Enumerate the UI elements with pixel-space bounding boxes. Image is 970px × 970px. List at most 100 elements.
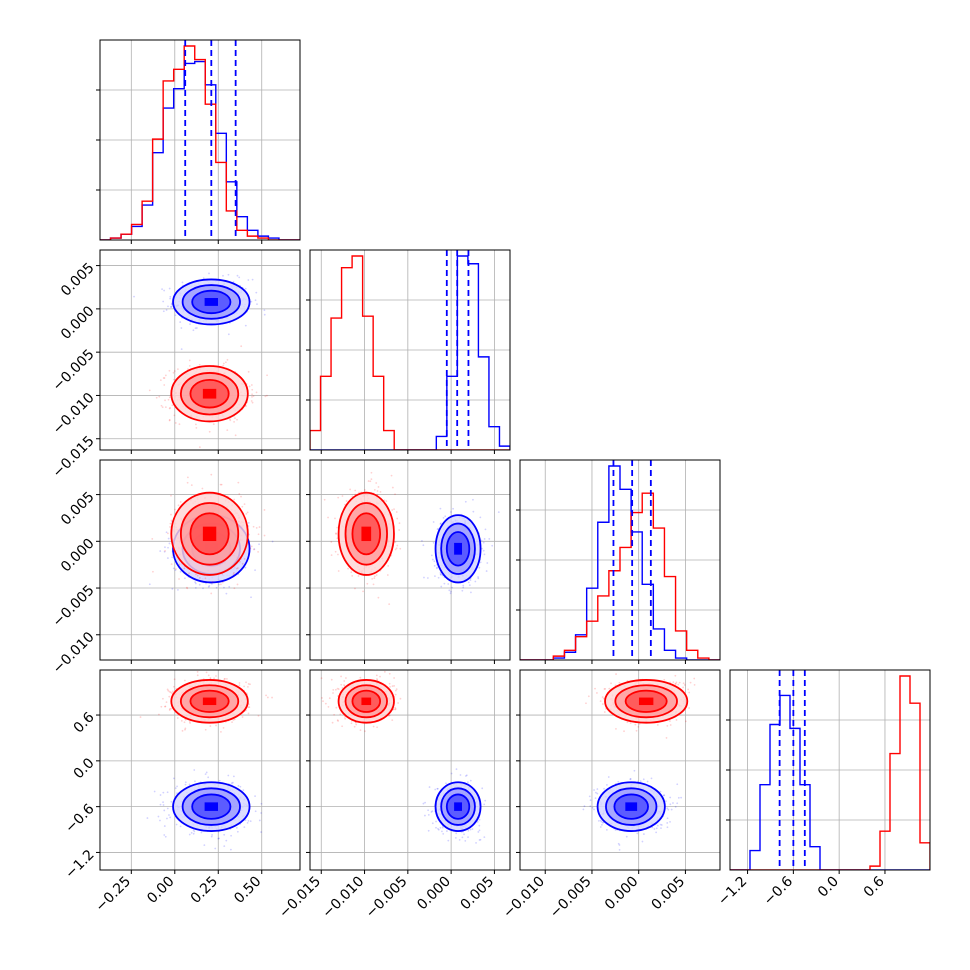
- scatter-point: [196, 574, 199, 577]
- scatter-point: [375, 482, 378, 484]
- scatter-point: [162, 801, 164, 804]
- panel-content: [133, 272, 268, 449]
- scatter-point: [210, 582, 213, 585]
- scatter-point: [250, 596, 252, 599]
- scatter-point: [257, 714, 260, 717]
- scatter-point: [211, 581, 214, 583]
- scatter-point: [334, 688, 337, 691]
- x-tick-label: −0.25: [92, 874, 134, 916]
- scatter-point: [351, 575, 354, 577]
- scatter-point: [464, 839, 467, 842]
- scatter-point: [222, 364, 225, 367]
- scatter-point: [247, 712, 250, 715]
- scatter-point: [397, 702, 399, 704]
- scatter-point: [170, 707, 172, 710]
- scatter-point: [336, 526, 339, 529]
- scatter-point: [224, 361, 227, 364]
- scatter-point: [218, 583, 220, 586]
- scatter-point: [430, 554, 433, 557]
- scatter-point: [164, 705, 167, 708]
- scatter-point: [435, 826, 437, 829]
- scatter-point: [171, 404, 174, 407]
- scatter-point: [254, 299, 257, 302]
- scatter-point: [372, 583, 375, 586]
- grid: [520, 460, 720, 660]
- scatter-point: [335, 533, 337, 535]
- scatter-point: [160, 404, 163, 407]
- scatter-point: [497, 511, 500, 514]
- scatter-point: [221, 581, 224, 584]
- scatter-point: [251, 278, 254, 281]
- scatter-point: [170, 494, 172, 497]
- scatter-point: [467, 581, 470, 584]
- scatter-point: [347, 567, 349, 570]
- scatter-point: [323, 498, 326, 501]
- scatter-point: [218, 837, 220, 840]
- scatter-point: [238, 493, 241, 495]
- scatter-point: [220, 483, 223, 486]
- scatter-point: [390, 474, 393, 477]
- scatter-point: [179, 321, 182, 323]
- scatter-point: [196, 670, 199, 673]
- scatter-point: [263, 313, 266, 316]
- scatter-point: [266, 696, 269, 699]
- y-tick-label: −0.005: [50, 347, 98, 395]
- histogram-red: [520, 492, 720, 660]
- y-tick-label: 0.000: [58, 536, 98, 576]
- scatter-point: [245, 405, 247, 408]
- scatter-point: [464, 500, 467, 503]
- x-tick-label: 0.25: [188, 874, 221, 907]
- scatter-point: [266, 374, 268, 377]
- scatter-point: [177, 588, 179, 591]
- scatter-point: [164, 705, 166, 708]
- scatter-point: [353, 725, 356, 728]
- scatter-point: [183, 721, 186, 724]
- y-tick-label: −0.015: [50, 433, 98, 481]
- scatter-point: [387, 565, 390, 567]
- scatter-point: [173, 414, 176, 417]
- scatter-point: [432, 541, 435, 544]
- scatter-point: [486, 562, 489, 564]
- scatter-point: [440, 573, 442, 576]
- panel-3-1: −0.015−0.010−0.005 0.000 0.005: [276, 669, 511, 921]
- scatter-point: [376, 490, 379, 492]
- scatter-point: [194, 780, 196, 783]
- scatter-point: [481, 547, 483, 550]
- scatter-point: [234, 417, 236, 419]
- scatter-point: [477, 577, 480, 580]
- scatter-point: [179, 825, 182, 828]
- scatter-point: [265, 694, 267, 697]
- scatter-point: [256, 303, 258, 306]
- scatter-point: [328, 697, 331, 700]
- scatter-point: [391, 509, 394, 511]
- scatter-point: [472, 498, 474, 501]
- scatter-point: [222, 362, 225, 365]
- scatter-point: [394, 707, 397, 710]
- scatter-point: [193, 769, 196, 771]
- scatter-point: [452, 507, 454, 510]
- scatter-point: [215, 724, 217, 727]
- scatter-point: [428, 786, 431, 788]
- scatter-point: [177, 504, 180, 507]
- scatter-point: [226, 429, 229, 431]
- panel-2-1: [306, 459, 511, 664]
- y-tick-label: 0.6: [71, 709, 98, 736]
- scatter-point: [255, 291, 258, 294]
- scatter-point: [253, 548, 256, 550]
- scatter-point: [223, 833, 226, 836]
- scatter-point: [155, 396, 158, 399]
- scatter-point: [180, 327, 183, 329]
- scatter-point: [247, 279, 250, 281]
- scatter-point: [212, 423, 215, 426]
- scatter-point: [394, 708, 397, 711]
- scatter-point: [245, 681, 247, 684]
- scatter-point: [170, 519, 173, 522]
- scatter-point: [399, 547, 402, 550]
- scatter-point: [443, 582, 446, 585]
- scatter-point: [437, 827, 439, 830]
- scatter-point: [202, 587, 204, 590]
- scatter-point: [233, 571, 235, 574]
- scatter-point: [459, 774, 462, 776]
- scatter-point: [388, 603, 391, 606]
- scatter-point: [441, 830, 443, 833]
